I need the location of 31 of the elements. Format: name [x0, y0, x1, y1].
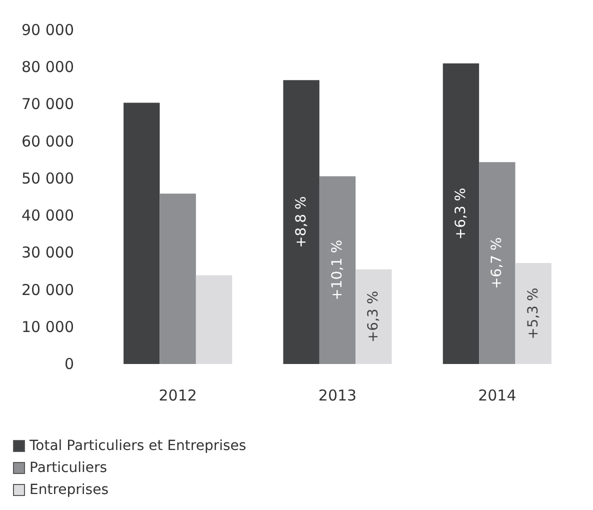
- bar: [479, 162, 516, 364]
- annotation: +6,3 %: [366, 290, 382, 343]
- legend-label: Particuliers: [30, 460, 108, 476]
- annotation: +6,7 %: [489, 237, 506, 289]
- x-tick-label: 2014: [478, 386, 516, 404]
- bar: [319, 176, 356, 364]
- y-tick-label: 60 000: [22, 132, 74, 150]
- y-tick-label: 0: [64, 355, 74, 373]
- legend-label: Entreprises: [30, 482, 109, 498]
- y-tick-label: 80 000: [22, 58, 74, 76]
- x-tick-label: 2012: [158, 386, 197, 404]
- y-tick-label: 30 000: [22, 244, 74, 262]
- y-tick-label: 90 000: [22, 21, 74, 39]
- bar: [283, 80, 320, 364]
- annotation: +5,3 %: [525, 288, 542, 340]
- y-tick-label: 50 000: [22, 169, 74, 188]
- y-tick-label: 40 000: [22, 206, 74, 225]
- bar: [442, 63, 480, 364]
- y-tick-label: 10 000: [22, 318, 74, 336]
- legend-label: Total Particuliers et Entreprises: [28, 438, 246, 454]
- annotation: +6,3 %: [452, 188, 469, 240]
- annotation: +10,1 %: [330, 240, 346, 300]
- y-tick-label: 20 000: [22, 280, 74, 299]
- bar: [515, 263, 552, 364]
- annotation: +8,8 %: [293, 196, 310, 248]
- bar: [196, 275, 232, 364]
- y-tick-label: 70 000: [22, 95, 74, 114]
- x-tick-label: 2013: [318, 386, 357, 404]
- bar: [160, 194, 196, 364]
- bar: [356, 269, 392, 364]
- bar: [124, 102, 160, 364]
